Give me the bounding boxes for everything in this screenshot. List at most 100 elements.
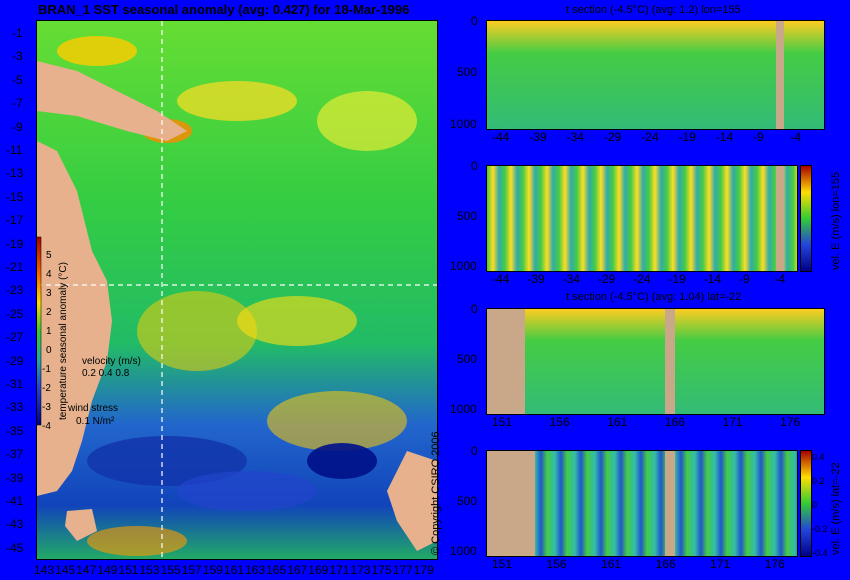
panel-x-tick: -4	[790, 130, 802, 144]
velocity-legend-label: velocity (m/s)	[82, 356, 141, 367]
panel-3-land	[665, 309, 675, 414]
panel-x-tick: -29	[603, 130, 622, 144]
map-y-tick: -41	[6, 494, 24, 508]
map-x-tick: 163	[245, 563, 266, 577]
panel-x-tick: -39	[527, 272, 545, 286]
sst-colorbar-tick: 5	[46, 250, 52, 261]
map-x-tick: 151	[118, 563, 139, 577]
panel-x-tick: -44	[492, 272, 510, 286]
sst-colorbar	[37, 236, 42, 426]
map-y-tick: -35	[6, 423, 24, 438]
tasmania-landmass	[65, 509, 97, 541]
cold-anomaly	[177, 471, 317, 511]
map-y-tick: -39	[6, 470, 24, 485]
panel-y-tick: 1000	[450, 402, 477, 416]
map-y-tick: -23	[6, 283, 24, 298]
panel-4	[486, 450, 798, 557]
velocity-legend-scale: 0.2 0.4 0.8	[82, 368, 130, 379]
panel-4-colorbar-tick: 0.2	[812, 476, 825, 486]
map-y-tick: -45	[6, 540, 24, 555]
panel-1-land	[776, 21, 784, 129]
map-x-tick: 143	[34, 563, 55, 577]
map-x-tick: 173	[350, 563, 371, 577]
map-y-tick: -13	[6, 166, 24, 181]
panel-x-tick: 156	[546, 557, 567, 571]
sst-colorbar-tick: 1	[46, 326, 52, 337]
panel-x-tick: -4	[774, 272, 786, 286]
panel-x-tick: -24	[633, 272, 651, 286]
panel-x-tick: 176	[764, 557, 785, 571]
warm-anomaly	[137, 291, 257, 371]
panel-y-tick: 500	[457, 65, 478, 80]
panel-x-tick: 161	[601, 557, 622, 571]
new-guinea-landmass	[37, 61, 187, 141]
map-x-tick: 153	[139, 563, 160, 577]
sst-colorbar-tick: -4	[42, 421, 51, 432]
map-x-tick: 145	[55, 563, 76, 577]
new-zealand-landmass	[387, 451, 437, 551]
map-x-tick: 161	[223, 563, 244, 577]
panel-x-tick: 166	[664, 415, 685, 429]
sst-colorbar-tick: -1	[42, 364, 51, 375]
panel-y-tick: 0	[471, 14, 478, 28]
sst-colorbar-label: temperature seasonal anomaly (°C)	[58, 262, 69, 420]
wind-legend-label: wind stress	[68, 403, 119, 414]
panel-y-tick: 0	[471, 159, 478, 173]
panel-x-tick: 176	[780, 415, 801, 429]
map-x-tick: 157	[181, 563, 202, 577]
map-y-tick: -11	[6, 143, 23, 157]
sst-map-canvas	[37, 21, 437, 559]
panel-3-land	[487, 309, 525, 414]
panel-x-tick: -9	[753, 130, 764, 144]
panel-x-tick: -9	[739, 272, 750, 286]
map-y-tick: -37	[6, 447, 24, 462]
panel-4-colorbar	[800, 450, 812, 557]
map-y-tick: -27	[6, 330, 24, 345]
panel-1-title: t section (-4.5°C) (avg: 1.2) lon=155	[566, 4, 741, 16]
sst-colorbar-tick: 2	[46, 307, 52, 318]
map-y-tick: -5	[12, 72, 23, 87]
map-x-tick: 169	[308, 563, 329, 577]
panel-y-tick: 500	[457, 494, 478, 508]
sst-colorbar-tick: 3	[46, 288, 52, 299]
warm-anomaly	[87, 526, 187, 556]
panel-x-tick: -24	[641, 130, 659, 144]
panel-y-tick: 1000	[450, 544, 477, 558]
map-x-tick: 159	[202, 563, 223, 577]
panel-x-tick: 156	[549, 415, 570, 429]
australia-landmass	[37, 141, 112, 496]
panel-3-title: t section (-4.5°C) (avg: 1.04) lat=-22	[566, 291, 742, 303]
sst-colorbar-tick: -2	[42, 383, 51, 394]
sst-colorbar-tick: 0	[46, 345, 52, 356]
panel-x-tick: 171	[722, 415, 743, 429]
sst-colorbar-tick: -3	[42, 402, 51, 413]
panel-x-tick: 161	[607, 415, 628, 429]
cold-anomaly	[87, 436, 247, 486]
panel-x-tick: -29	[597, 272, 616, 286]
panel-y-tick: 500	[457, 352, 478, 366]
map-x-tick: 147	[76, 563, 97, 577]
map-y-tick: -21	[6, 260, 24, 274]
map-y-tick: -19	[6, 236, 24, 251]
panel-4-colorbar-label: vel. E (m/s) lat=-22	[830, 462, 842, 555]
map-y-tick: -17	[6, 213, 24, 228]
map-y-tick: -3	[12, 49, 23, 64]
map-y-tick: -25	[6, 306, 24, 321]
chart-title: BRAN_1 SST seasonal anomaly (avg: 0.427)…	[38, 2, 410, 17]
warm-anomaly	[267, 391, 407, 451]
sst-colorbar-tick: 4	[46, 269, 52, 280]
map-y-tick: -29	[6, 353, 24, 368]
panel-2-colorbar	[800, 165, 812, 272]
map-x-tick: 167	[287, 563, 308, 577]
map-x-tick: 155	[160, 563, 181, 577]
panel-x-tick: -44	[492, 130, 510, 144]
panel-x-tick: 171	[710, 557, 731, 571]
panel-x-tick: -19	[678, 130, 696, 144]
warm-anomaly	[317, 91, 417, 151]
panel-4-colorbar-tick: 0	[812, 500, 818, 510]
map-x-tick: 179	[413, 563, 434, 577]
panel-x-tick: -34	[562, 272, 580, 286]
panel-3	[486, 308, 825, 415]
map-y-tick: -1	[12, 26, 23, 40]
map-y-tick: -7	[12, 96, 23, 111]
